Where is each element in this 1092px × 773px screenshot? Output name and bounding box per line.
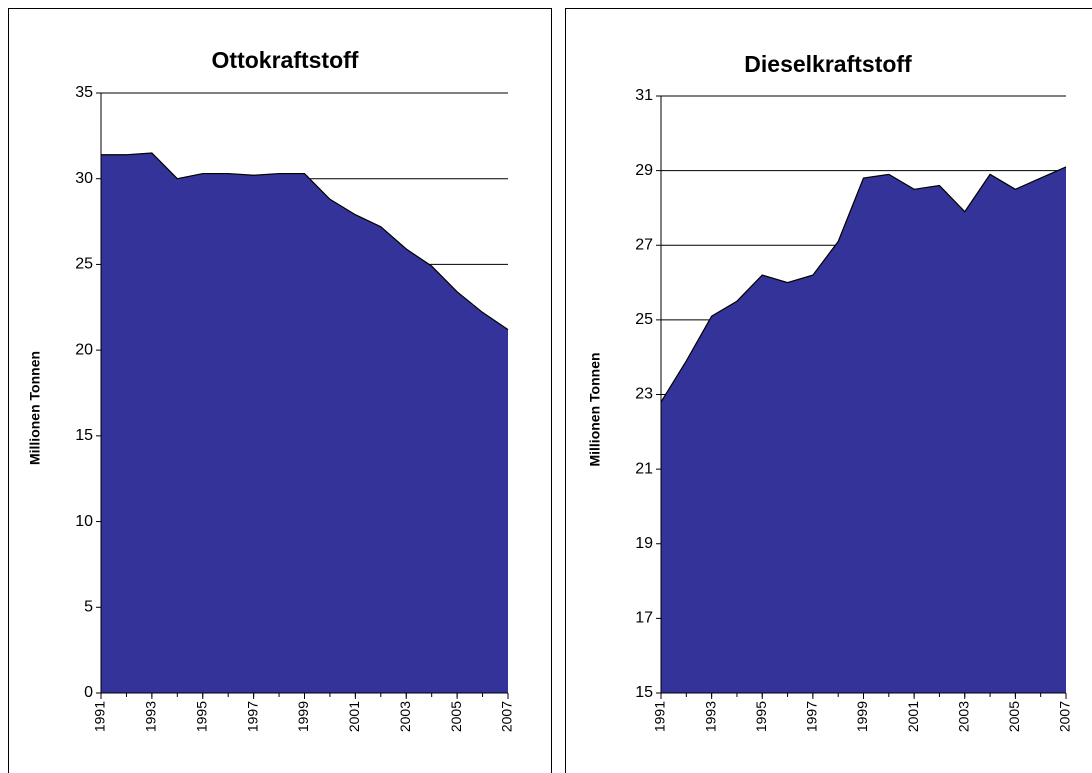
y-tick-label: 20	[75, 341, 93, 358]
y-tick-label: 21	[635, 460, 653, 477]
y-tick-label: 25	[75, 256, 93, 273]
y-tick-label: 25	[635, 311, 653, 328]
y-tick-label: 23	[635, 386, 653, 403]
x-tick-label: 2007	[499, 701, 515, 732]
y-tick-label: 35	[75, 84, 93, 101]
y-axis-label: Millionen Tonnen	[27, 351, 43, 465]
y-tick-label: 15	[635, 684, 653, 701]
x-tick-label: 1991	[652, 701, 668, 732]
chart-title: Dieselkraftstoff	[744, 51, 912, 77]
y-tick-label: 19	[635, 535, 653, 552]
x-tick-label: 1993	[143, 701, 159, 732]
x-tick-label: 2001	[905, 701, 921, 732]
panel-frame	[565, 8, 1092, 773]
x-tick-label: 1999	[854, 701, 870, 732]
x-tick-label: 2003	[955, 701, 971, 732]
x-tick-label: 1997	[244, 701, 260, 732]
y-tick-label: 0	[84, 684, 93, 701]
area-fill	[101, 153, 508, 693]
panel-frame	[8, 8, 552, 773]
y-tick-label: 30	[75, 170, 93, 187]
y-tick-label: 17	[635, 610, 653, 627]
x-tick-label: 2001	[346, 701, 362, 732]
x-tick-label: 2005	[448, 701, 464, 732]
x-tick-label: 1997	[804, 701, 820, 732]
y-tick-label: 27	[635, 236, 653, 253]
x-tick-label: 1993	[702, 701, 718, 732]
area-fill	[661, 166, 1066, 694]
area-line	[660, 166, 1067, 403]
y-axis-label: Millionen Tonnen	[587, 352, 603, 466]
y-tick-label: 31	[635, 87, 653, 104]
y-tick-label: 29	[635, 162, 653, 179]
x-tick-label: 1995	[753, 701, 769, 732]
x-tick-label: 1999	[295, 701, 311, 732]
y-tick-label: 15	[75, 427, 93, 444]
x-tick-label: 1995	[193, 701, 209, 732]
y-tick-label: 5	[84, 599, 93, 616]
y-tick-label: 10	[75, 513, 93, 530]
area-line	[101, 152, 509, 331]
x-tick-label: 2003	[397, 701, 413, 732]
x-tick-label: 2005	[1006, 701, 1022, 732]
x-tick-label: 2007	[1057, 701, 1073, 732]
chart-title: Ottokraftstoff	[212, 47, 359, 73]
x-tick-label: 1991	[92, 701, 108, 732]
